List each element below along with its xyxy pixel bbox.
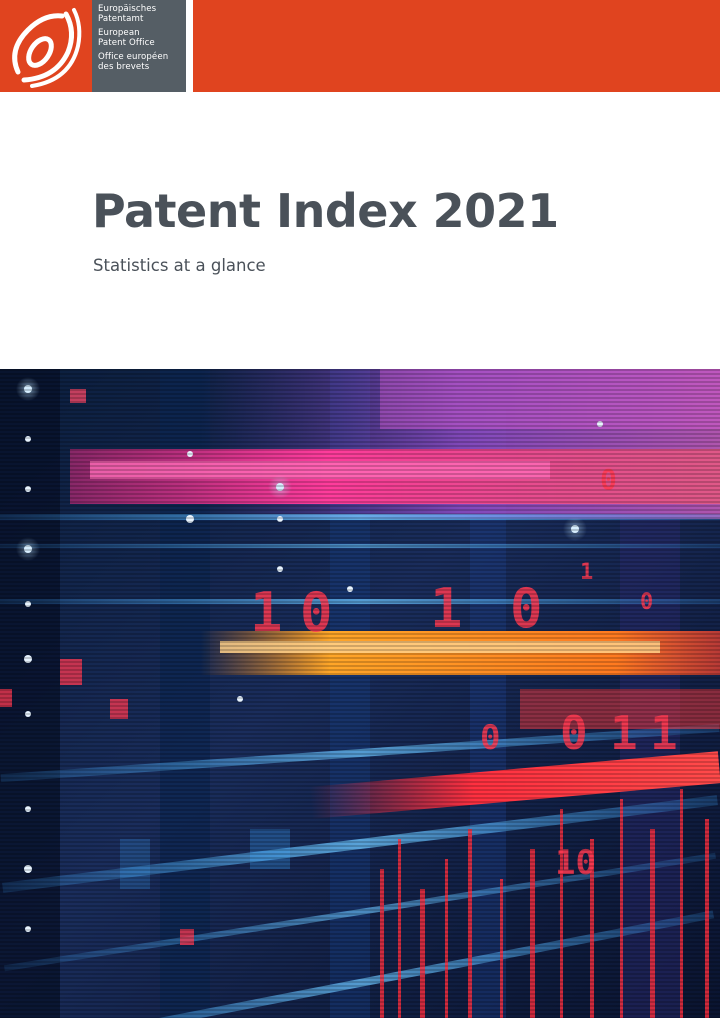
org-name-de: Europäisches Patentamt [98,4,186,25]
epo-logo [0,0,92,92]
cover-image: 1 0 1 0 0 1 1 0 10 0 1 0 [0,369,720,1018]
org-name-line: Office européen [98,51,169,62]
org-name-line: Patent Office [98,38,155,49]
org-name-line: Patentamt [98,14,144,25]
epo-logo-icon [12,8,82,88]
header-brand-bar [193,0,720,92]
org-name-en: European Patent Office [98,28,186,49]
page-title: Patent Index 2021 [92,184,559,238]
org-name-fr: Office européen des brevets [98,52,186,73]
org-name-line: des brevets [98,62,150,73]
org-name-block: Europäisches Patentamt European Patent O… [92,0,186,92]
page-subtitle: Statistics at a glance [93,256,266,275]
org-name-line: European [98,27,140,38]
org-name-line: Europäisches [98,4,157,14]
digital-data-streams-image: 1 0 1 0 0 1 1 0 10 0 1 0 [0,369,720,1018]
